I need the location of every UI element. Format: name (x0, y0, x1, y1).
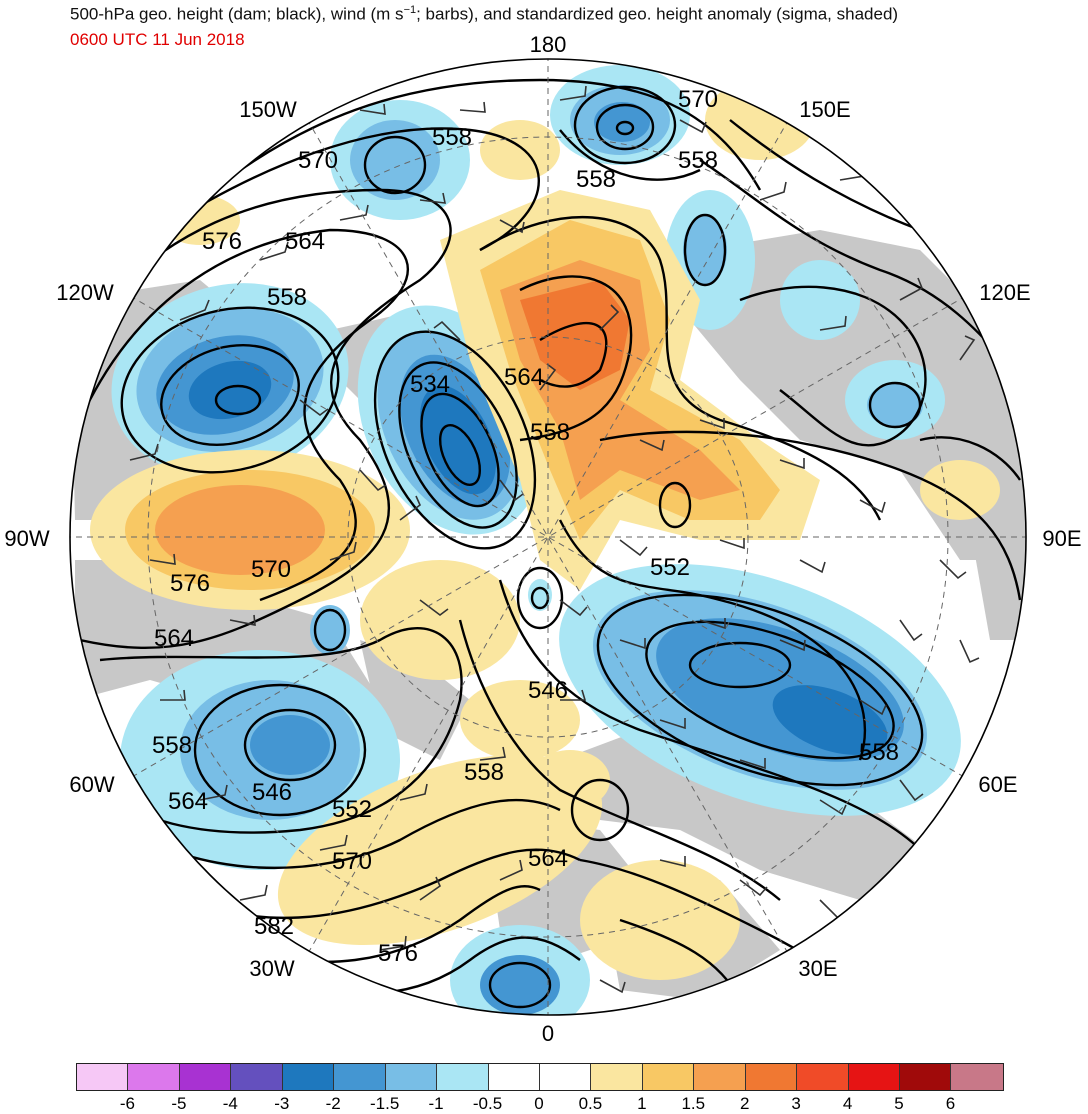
lon-label-180: 180 (530, 32, 567, 57)
valid-time: 0600 UTC 11 Jun 2018 (70, 30, 245, 49)
contour-label: 558 (859, 739, 899, 766)
lon-label-90e: 90E (1042, 526, 1081, 551)
contour-label: 570 (332, 848, 372, 875)
contour-label: 570 (678, 86, 718, 113)
contour-label: 558 (678, 147, 718, 174)
lon-label-60w: 60W (69, 772, 114, 797)
colorbar-swatch (231, 1064, 283, 1090)
graticule (70, 59, 1026, 1015)
colorbar-swatch (745, 1064, 798, 1090)
lon-label-120e: 120E (979, 280, 1030, 305)
colorbar-swatch (848, 1064, 900, 1090)
map-title: 500-hPa geo. height (dam; black), wind (… (70, 4, 899, 24)
colorbar-swatch (437, 1064, 489, 1090)
lon-label-150e: 150E (799, 97, 850, 122)
colorbar-swatch (128, 1064, 180, 1090)
colorbar-label: -6 (119, 1094, 135, 1113)
colorbar-label: -2 (325, 1094, 341, 1113)
lon-label-120w: 120W (56, 280, 114, 305)
contour-label: 552 (650, 554, 690, 581)
colorbar-label: -5 (171, 1094, 187, 1113)
lon-label-150w: 150W (239, 97, 297, 122)
lon-label-90w: 90W (4, 526, 49, 551)
colorbar-label: 3 (791, 1094, 801, 1113)
colorbar-label: 0 (534, 1094, 544, 1113)
colorbar-label: -3 (274, 1094, 290, 1113)
colorbar-label: 6 (945, 1094, 956, 1113)
longitude-labels: 180 150W 150E 120W 120E 90W 90E 60W 60E … (4, 32, 1081, 1046)
colorbar-label: -1 (428, 1094, 444, 1113)
contour-label: 564 (528, 845, 568, 872)
contour-labels: 558 570 570 558 558 576 564 558 534 564 … (152, 86, 899, 967)
colorbar-label: 2 (739, 1094, 750, 1113)
contour-label: 564 (504, 364, 544, 391)
contour-label: 546 (252, 779, 292, 806)
colorbar-label: -4 (222, 1094, 238, 1113)
colorbar-swatch (282, 1064, 335, 1090)
contour-label: 576 (202, 228, 242, 255)
contour-label: 558 (576, 166, 616, 193)
polar-stereographic-map: 180 150W 150E 120W 120E 90W 90E 60W 60E … (4, 32, 1081, 1046)
map-disk (70, 59, 1026, 1015)
contour-label: 534 (410, 371, 450, 398)
contour-label: 564 (285, 228, 325, 255)
wind-barbs (129, 85, 980, 994)
contour-label: 558 (464, 759, 504, 786)
contour-label: 582 (254, 913, 294, 940)
contour-label: 552 (332, 796, 372, 823)
colorbar-label: 5 (894, 1094, 904, 1113)
contour-label: 546 (528, 677, 568, 704)
colorbar-label: 1 (637, 1094, 647, 1113)
colorbar-swatch (179, 1064, 232, 1090)
colorbar-swatch (797, 1064, 849, 1090)
colorbar-swatch (951, 1064, 1003, 1090)
contour-label: 558 (432, 124, 472, 151)
colorbar-swatch (385, 1064, 438, 1090)
colorbar-swatch (591, 1064, 643, 1090)
colorbar-swatch (900, 1064, 952, 1090)
colorbar-label: 1.5 (681, 1094, 706, 1113)
colorbar-label: 0.5 (578, 1094, 603, 1113)
contour-label: 558 (267, 284, 307, 311)
colorbar-swatch (488, 1064, 540, 1090)
lon-label-0: 0 (542, 1021, 554, 1046)
colorbar-swatch (77, 1064, 129, 1090)
colorbar-swatch (694, 1064, 746, 1090)
colorbar-swatch (334, 1064, 386, 1090)
colorbar-label: 4 (842, 1094, 853, 1113)
contour-label: 558 (152, 732, 192, 759)
contour-label: 576 (378, 940, 418, 967)
contour-label: 570 (298, 147, 338, 174)
colorbar-label: -0.5 (472, 1094, 503, 1113)
contour-label: 558 (530, 419, 570, 446)
colorbar-labels: -6 -5 -4 -3 -2 -1.5 -1 -0.5 0 0.5 1 1.5 2 3 4 5 6 (0, 1094, 1088, 1114)
colorbar-swatch (539, 1064, 592, 1090)
lon-label-30e: 30E (798, 956, 837, 981)
colorbar-swatch (642, 1064, 695, 1090)
lon-label-60e: 60E (978, 772, 1017, 797)
contour-label: 564 (168, 788, 208, 815)
colorbar-label: -1.5 (369, 1094, 400, 1113)
contour-label: 564 (154, 625, 194, 652)
contour-label: 570 (251, 556, 291, 583)
map-boundary (69, 58, 1027, 1016)
lon-label-30w: 30W (249, 956, 294, 981)
contour-label: 576 (170, 570, 210, 597)
anomaly-colorbar (76, 1063, 1004, 1091)
